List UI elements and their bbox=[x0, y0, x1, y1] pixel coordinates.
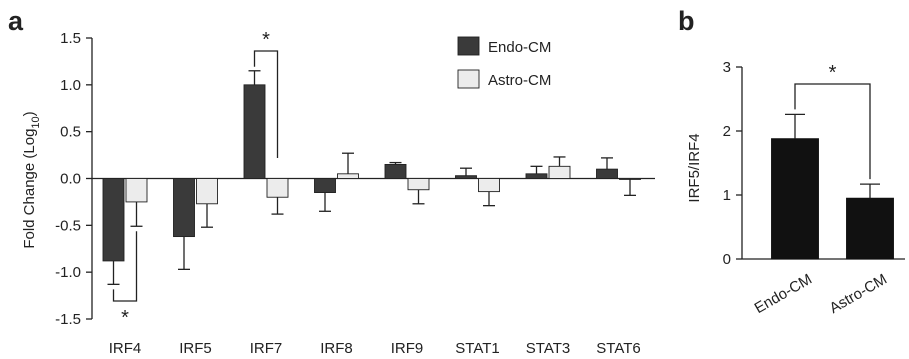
panel-b-x-tick-label: Astro-CM bbox=[827, 271, 890, 317]
panel-b-significance-star: * bbox=[829, 62, 837, 84]
panel-a-x-tick-label: IRF7 bbox=[250, 340, 283, 357]
panel-a-x-tick-label: IRF5 bbox=[179, 340, 212, 357]
legend-swatch-astro-cm bbox=[457, 69, 480, 89]
panel-a-significance: ** bbox=[112, 29, 279, 329]
panel-a-y-tick-label: 0.5 bbox=[60, 124, 81, 141]
panel-b-significance: * bbox=[794, 62, 871, 180]
panel-b-significance-bracket bbox=[794, 83, 871, 180]
panel-a-bar-endo-cm-stat3 bbox=[525, 173, 548, 179]
legend-swatch-endo-cm bbox=[457, 36, 480, 56]
legend-label-astro-cm: Astro-CM bbox=[488, 72, 551, 89]
panel-a-bar-endo-cm-stat1 bbox=[455, 175, 477, 179]
panel-a-x-tick-label: STAT6 bbox=[596, 340, 640, 357]
panel-a-x-tick-label: IRF9 bbox=[391, 340, 424, 357]
panel-a-bar-endo-cm-irf9 bbox=[384, 163, 407, 179]
panel-a-significance-star-irf4: * bbox=[121, 307, 129, 329]
panel-b-bar-endo-cm bbox=[771, 138, 819, 260]
panel-a-significance-bracket-irf7 bbox=[253, 50, 279, 158]
panel-a-x-tick-label: STAT3 bbox=[526, 340, 570, 357]
panel-b-bar-astro-cm bbox=[846, 197, 894, 260]
panel-a-bar-astro-cm-irf7 bbox=[266, 178, 289, 198]
panel-b: b IRF5/IRF4 3 2 1 0 Endo-CM Astro-CM * bbox=[678, 6, 905, 317]
panel-a-y-axis: 1.5 1.0 0.5 0.0 -0.5 -1.0 -1.5 bbox=[55, 30, 655, 328]
panel-a-y-tick-label: 0.0 bbox=[60, 171, 81, 188]
panel-a-bar-astro-cm-stat3 bbox=[548, 165, 571, 179]
panel-a-bar-astro-cm-irf5 bbox=[196, 178, 218, 205]
panel-a-y-tick-label: -1.5 bbox=[55, 311, 81, 328]
panel-b-y-tick-label: 3 bbox=[723, 59, 731, 76]
panel-a-y-tick-label: -0.5 bbox=[55, 217, 81, 234]
panel-a: a Fold Change (Log10) 1.5 1.0 0.5 0.0 -0.5 -1… bbox=[8, 6, 655, 357]
panel-a-significance-star-irf7: * bbox=[262, 29, 270, 51]
panel-b-bars: Endo-CM Astro-CM bbox=[752, 113, 894, 317]
panel-a-bar-astro-cm-stat1 bbox=[478, 178, 500, 193]
panel-a-bar-endo-cm-stat6 bbox=[596, 168, 618, 179]
panel-a-x-tick-label: IRF8 bbox=[320, 340, 353, 357]
panel-a-bar-astro-cm-irf4 bbox=[125, 178, 148, 203]
panel-a-y-tick-label: 1.5 bbox=[60, 30, 81, 47]
panel-a-label: a bbox=[8, 6, 24, 36]
panel-a-y-tick-label: 1.0 bbox=[60, 77, 81, 94]
panel-b-x-tick-label: Endo-CM bbox=[752, 271, 815, 317]
panel-a-bar-endo-cm-irf5 bbox=[173, 178, 195, 238]
panel-b-y-tick-label: 1 bbox=[723, 187, 731, 204]
panel-a-significance-bracket-irf4 bbox=[112, 231, 138, 302]
panel-b-ylabel: IRF5/IRF4 bbox=[686, 133, 703, 202]
panel-a-bar-endo-cm-irf4 bbox=[102, 178, 125, 262]
panel-a-y-tick-label: -1.0 bbox=[55, 264, 81, 281]
panel-a-legend: Endo-CM Astro-CM bbox=[457, 36, 551, 89]
panel-a-bar-endo-cm-irf7 bbox=[243, 84, 266, 179]
panel-a-bar-astro-cm-stat6 bbox=[619, 178, 641, 180]
panel-b-y-tick-label: 0 bbox=[723, 251, 731, 268]
panel-a-ylabel: Fold Change (Log10) bbox=[21, 111, 42, 248]
panel-a-bars: IRF4 IRF5 IRF7 IRF8 IRF9 STAT1 STAT3 STAT6 bbox=[102, 70, 641, 357]
panel-b-label: b bbox=[678, 6, 695, 36]
legend-label-endo-cm: Endo-CM bbox=[488, 39, 551, 56]
panel-a-bar-astro-cm-irf8 bbox=[337, 173, 359, 179]
panel-b-y-tick-label: 2 bbox=[723, 123, 731, 140]
panel-a-bar-endo-cm-irf8 bbox=[314, 178, 336, 194]
panel-a-bar-astro-cm-irf9 bbox=[407, 178, 430, 191]
panel-a-x-tick-label: STAT1 bbox=[455, 340, 499, 357]
panel-a-x-tick-label: IRF4 bbox=[109, 340, 142, 357]
